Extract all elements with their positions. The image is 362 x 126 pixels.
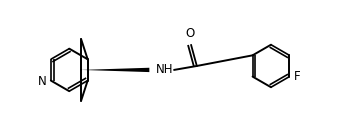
Polygon shape xyxy=(81,68,150,72)
Text: N: N xyxy=(38,75,47,88)
Text: NH: NH xyxy=(156,63,174,76)
Text: O: O xyxy=(185,27,194,40)
Text: F: F xyxy=(294,70,300,83)
